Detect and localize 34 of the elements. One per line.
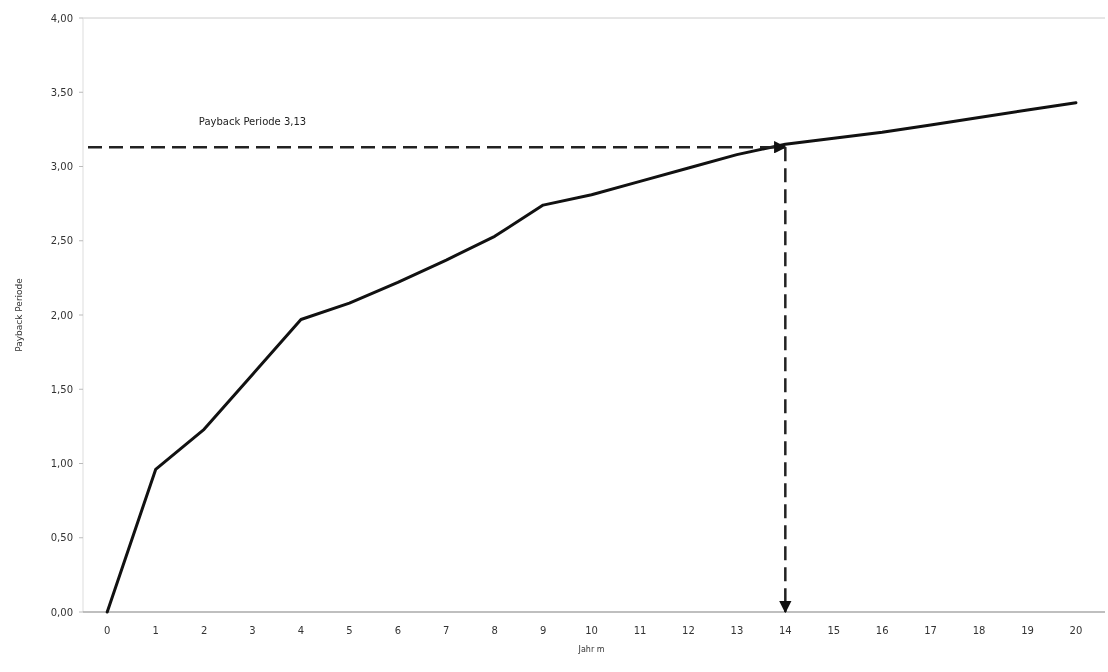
y-tick-label: 1,50 bbox=[50, 383, 73, 395]
y-tick-label: 3,50 bbox=[50, 86, 73, 98]
x-tick-label: 14 bbox=[778, 625, 792, 636]
y-tick-label: 3,00 bbox=[50, 161, 73, 172]
x-axis-title: Jahr m bbox=[577, 645, 605, 654]
x-tick-label: 10 bbox=[585, 625, 598, 636]
y-tick-label: 2,00 bbox=[50, 309, 73, 321]
x-tick-label: 12 bbox=[682, 625, 695, 636]
x-tick-label: 0 bbox=[104, 625, 111, 636]
x-tick-label: 2 bbox=[200, 625, 208, 636]
y-tick-label: 0,50 bbox=[50, 532, 73, 544]
x-tick-label: 17 bbox=[924, 625, 937, 636]
y-tick-label: 1,00 bbox=[50, 458, 73, 469]
x-tick-label: 5 bbox=[346, 625, 353, 636]
x-tick-label: 4 bbox=[297, 625, 305, 636]
y-axis-title: Payback Periode bbox=[14, 277, 24, 352]
line-series bbox=[105, 101, 1078, 614]
x-tick-label: 8 bbox=[491, 625, 498, 636]
x-tick-label: 18 bbox=[972, 625, 986, 636]
ref-line-label: Payback Periode 3,13 bbox=[198, 116, 307, 128]
x-tick-label: 11 bbox=[633, 625, 647, 636]
x-tick-label: 20 bbox=[1069, 625, 1083, 636]
x-tick-label: 6 bbox=[394, 625, 402, 636]
x-tick-label: 15 bbox=[827, 625, 841, 636]
x-tick-label: 19 bbox=[1021, 625, 1034, 636]
x-tick-label: 9 bbox=[539, 625, 547, 636]
x-tick-label: 13 bbox=[730, 625, 744, 636]
x-tick-label: 7 bbox=[443, 625, 450, 636]
y-tick-label: 4,00 bbox=[50, 12, 73, 24]
y-tick-label: 2,50 bbox=[50, 235, 73, 247]
x-tick-label: 16 bbox=[875, 625, 889, 636]
x-tick-label: 3 bbox=[249, 625, 256, 636]
y-tick-label: 0,00 bbox=[50, 606, 73, 618]
x-tick-label: 1 bbox=[152, 625, 159, 636]
